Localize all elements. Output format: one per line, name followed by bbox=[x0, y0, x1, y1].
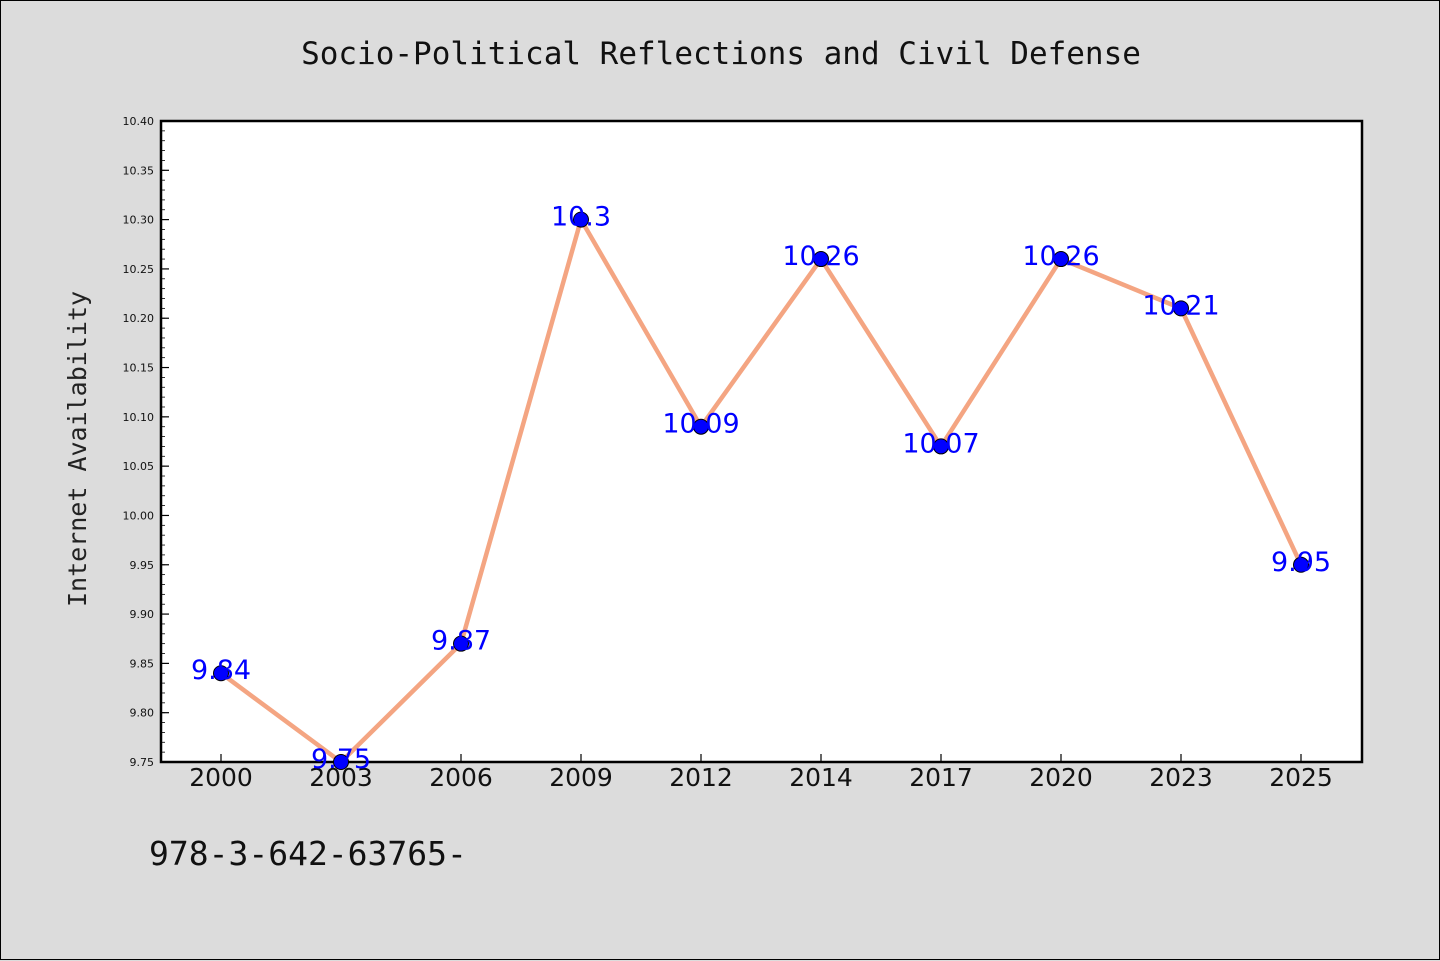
data-label: 10.26 bbox=[782, 241, 859, 272]
data-label: 10.07 bbox=[902, 428, 979, 459]
y-axis-label: Internet Availability bbox=[63, 291, 92, 607]
chart-title: Socio-Political Reflections and Civil De… bbox=[301, 36, 1141, 72]
plot-area bbox=[159, 119, 1364, 764]
x-tick-label: 2023 bbox=[1149, 763, 1213, 792]
x-axis: 2000 2003 2006 2009 2012 2014 2017 2020 2023 2025 bbox=[189, 754, 1333, 792]
data-point bbox=[333, 754, 349, 770]
y-tick-label: 9.90 bbox=[130, 608, 155, 621]
series-line bbox=[218, 217, 1304, 765]
data-point bbox=[693, 418, 709, 435]
data-point bbox=[573, 211, 589, 228]
data-point bbox=[453, 635, 469, 652]
y-tick-label: 10.10 bbox=[123, 411, 155, 424]
x-tick-label: 2006 bbox=[429, 763, 493, 792]
data-label: 10.26 bbox=[1022, 241, 1099, 272]
data-label: 9.84 bbox=[191, 655, 251, 686]
footnote-text: 978-3-642-63765- bbox=[149, 834, 467, 873]
data-point bbox=[1053, 251, 1069, 268]
y-tick-label: 10.05 bbox=[123, 460, 155, 473]
data-point bbox=[213, 665, 229, 682]
x-tick-label: 2009 bbox=[549, 763, 613, 792]
x-tick-label: 2014 bbox=[789, 763, 853, 792]
y-tick-label: 10.20 bbox=[123, 312, 155, 325]
data-label: 10.3 bbox=[551, 202, 611, 233]
data-label: 9.87 bbox=[431, 626, 491, 657]
data-point bbox=[933, 438, 949, 455]
y-tick-label: 10.00 bbox=[123, 509, 155, 522]
x-tick-label: 2017 bbox=[909, 763, 973, 792]
y-tick-label: 10.35 bbox=[123, 164, 155, 177]
x-tick-label: 2025 bbox=[1269, 763, 1333, 792]
y-tick-label: 9.95 bbox=[130, 559, 155, 572]
data-point bbox=[813, 251, 829, 268]
data-point bbox=[1173, 300, 1189, 317]
data-label: 10.09 bbox=[662, 409, 739, 440]
y-tick-label: 9.85 bbox=[130, 657, 155, 670]
data-label: 9.75 bbox=[311, 744, 371, 775]
y-axis: 9.75 9.80 9.85 9.90 9.95 10.00 10.05 10.10 10.15… bbox=[123, 115, 169, 769]
data-label: 10.21 bbox=[1142, 290, 1219, 321]
data-point bbox=[1293, 556, 1309, 573]
y-tick-label: 10.15 bbox=[123, 362, 155, 375]
y-tick-label: 9.80 bbox=[130, 707, 155, 720]
y-tick-label: 10.30 bbox=[123, 214, 155, 227]
x-tick-label: 2000 bbox=[189, 763, 253, 792]
series-layer: 9.84 9.75 9.87 10.3 10.09 10.26 10.07 10.26 10.2… bbox=[191, 202, 1331, 775]
y-tick-label: 10.40 bbox=[123, 115, 155, 128]
y-tick-label: 10.25 bbox=[123, 263, 155, 276]
x-tick-label: 2020 bbox=[1029, 763, 1093, 792]
y-tick-label: 9.75 bbox=[130, 756, 155, 769]
data-label: 9.95 bbox=[1271, 547, 1331, 578]
x-tick-label: 2012 bbox=[669, 763, 733, 792]
